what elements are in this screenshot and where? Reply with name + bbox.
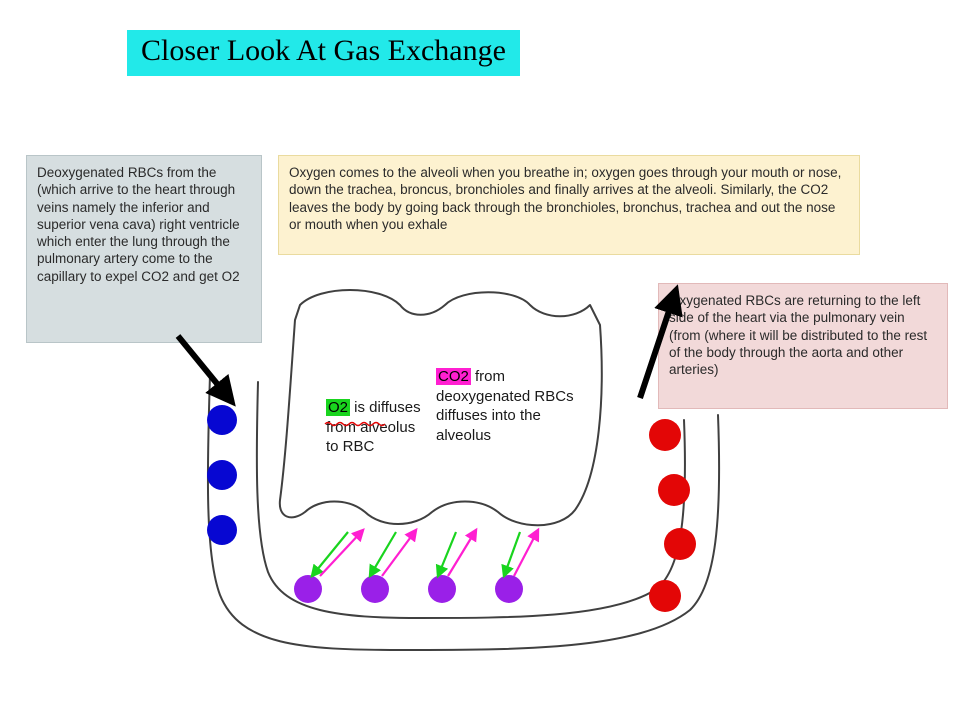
cell-blue-0 (207, 405, 237, 435)
o2-arrow-0 (312, 532, 348, 576)
cell-blue-1 (207, 460, 237, 490)
o2-arrow-2 (438, 532, 456, 576)
co2-arrow-1 (382, 530, 416, 576)
highlight-o2: O2 (326, 399, 350, 416)
cell-red-3 (649, 580, 681, 612)
label-o2-diffuses: O2 is diffuses from alveolus to RBC (326, 398, 422, 427)
cells-oxygenated (649, 419, 696, 612)
arrows-co2 (320, 530, 538, 576)
cell-blue-2 (207, 515, 237, 545)
cell-red-1 (658, 474, 690, 506)
co2-arrow-3 (514, 530, 538, 576)
cell-red-2 (664, 528, 696, 560)
o2-arrow-1 (370, 532, 396, 576)
textbox-deoxygenated: Deoxygenated RBCs from the (which arrive… (26, 155, 262, 343)
o2-arrow-3 (504, 532, 520, 576)
co2-arrow-2 (448, 530, 476, 576)
flow-arrow-0 (178, 336, 232, 402)
cells-deoxygenated (207, 405, 237, 545)
label-co2-diffuses: CO2 from deoxygenated RBCs diffuses into… (436, 367, 578, 445)
cell-purple-0 (294, 575, 322, 603)
highlight-co2: CO2 (436, 368, 471, 385)
cells-exchanging (294, 575, 523, 603)
cell-purple-2 (428, 575, 456, 603)
textbox-oxygen-path: Oxygen comes to the alveoli when you bre… (278, 155, 860, 255)
cell-purple-1 (361, 575, 389, 603)
cell-purple-3 (495, 575, 523, 603)
arrows-o2 (312, 532, 520, 576)
co2-arrow-0 (320, 530, 363, 576)
page-title: Closer Look At Gas Exchange (127, 30, 520, 76)
textbox-oxygenated: Oxygenated RBCs are returning to the lef… (658, 283, 948, 409)
cell-red-0 (649, 419, 681, 451)
